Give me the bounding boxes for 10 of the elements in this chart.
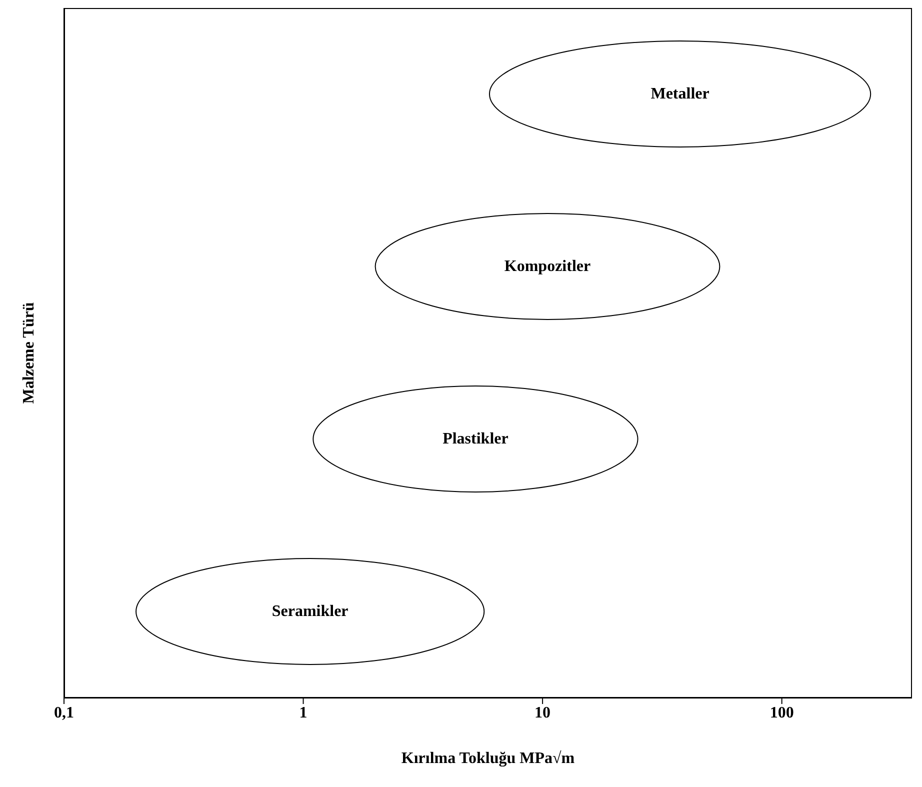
y-tick-label: Plastikler xyxy=(442,430,508,448)
y-tick-label: Metaller xyxy=(650,86,710,102)
y-tick-label: Kompozitler xyxy=(504,258,591,275)
y-tick-label: Seramikler xyxy=(272,603,348,620)
y-axis-title: Malzeme Türü xyxy=(20,302,38,404)
x-tick-label: 1 xyxy=(299,704,308,722)
x-axis-title: Kırılma Tokluğu MPa√m xyxy=(401,750,576,767)
x-tick-label: 100 xyxy=(770,704,794,722)
x-tick-label: 10 xyxy=(534,704,551,722)
x-tick-label: 0,1 xyxy=(54,704,74,722)
